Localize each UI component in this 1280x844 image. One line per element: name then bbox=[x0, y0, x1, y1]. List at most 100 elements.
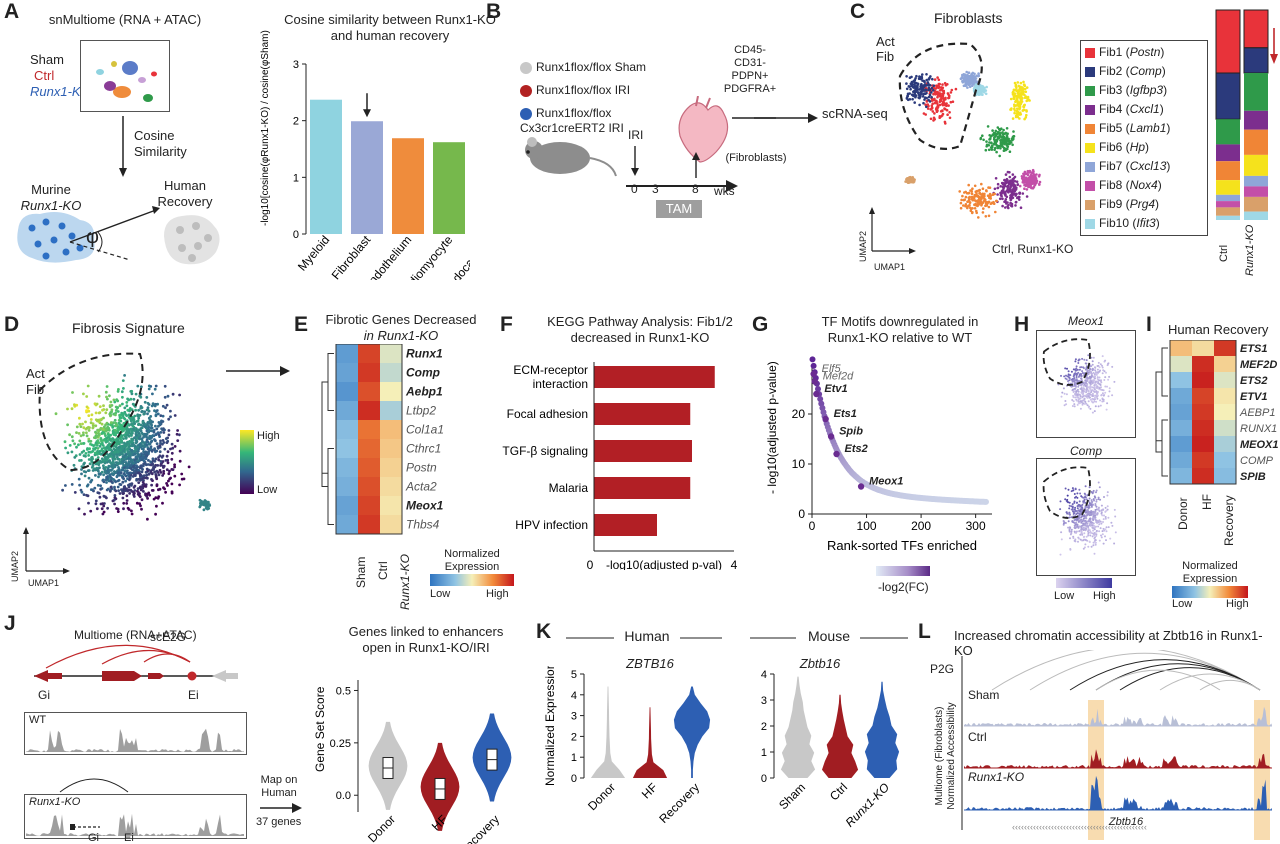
umap-point bbox=[100, 422, 104, 426]
umap-point bbox=[915, 88, 919, 92]
umap-point bbox=[125, 401, 129, 404]
umap-point bbox=[85, 409, 88, 413]
x-tick-label: Donor bbox=[365, 812, 398, 844]
gene-label: SPIB bbox=[1240, 471, 1266, 483]
umap-point bbox=[99, 437, 103, 441]
umap-point bbox=[149, 445, 153, 449]
umap-point bbox=[920, 87, 923, 91]
umap-point bbox=[111, 499, 115, 503]
ko-peaks bbox=[26, 813, 244, 836]
marker: CD45- bbox=[734, 44, 766, 56]
legend-label: Fib4 (Cxcl1) bbox=[1099, 102, 1164, 116]
umap-point bbox=[1006, 185, 1010, 189]
umap-point bbox=[1084, 401, 1087, 403]
umap-point bbox=[1076, 523, 1079, 526]
umap-point bbox=[1094, 539, 1097, 542]
umap-point bbox=[115, 455, 119, 459]
umap-point bbox=[125, 462, 128, 466]
umap-point bbox=[85, 434, 89, 438]
umap-point bbox=[950, 88, 954, 92]
umap-point bbox=[994, 129, 998, 133]
umap-point bbox=[948, 111, 951, 114]
umap-point bbox=[1012, 183, 1016, 186]
umap-point bbox=[1099, 498, 1102, 501]
umap-point bbox=[82, 392, 85, 396]
umap-point bbox=[1082, 529, 1085, 531]
umap-point bbox=[1072, 510, 1075, 513]
umap-point bbox=[1071, 503, 1074, 506]
umap-point bbox=[155, 432, 158, 436]
umap-point bbox=[96, 483, 100, 487]
umap-point bbox=[979, 137, 982, 141]
umap-point bbox=[112, 478, 115, 481]
umap-point bbox=[128, 407, 132, 410]
umap-point bbox=[141, 420, 145, 424]
umap-point bbox=[96, 468, 99, 472]
umap-point bbox=[98, 460, 102, 464]
umap-point bbox=[1081, 506, 1084, 509]
umap-point bbox=[1078, 520, 1081, 523]
gene-label: MEOX1 bbox=[1240, 439, 1279, 451]
umap-point bbox=[1035, 173, 1038, 176]
umap-point bbox=[933, 118, 936, 121]
umap-point bbox=[93, 467, 96, 471]
legend-swatch bbox=[1085, 180, 1095, 191]
tf-label: Mef2d bbox=[823, 371, 854, 383]
umap-point bbox=[178, 433, 181, 437]
umap-point bbox=[971, 84, 974, 87]
umap-point bbox=[77, 477, 81, 481]
act-fib-label-c: Act Fib bbox=[876, 34, 895, 64]
umap-point bbox=[1077, 402, 1080, 404]
stack-segment bbox=[1215, 9, 1241, 74]
act-fib-outline bbox=[1042, 338, 1091, 386]
umap-point bbox=[1009, 196, 1012, 200]
umap-point bbox=[1079, 395, 1082, 398]
umap-point bbox=[910, 93, 914, 96]
umap-point bbox=[75, 431, 78, 434]
umap-point bbox=[976, 194, 980, 198]
umap-point bbox=[1092, 489, 1095, 492]
umap-point bbox=[178, 393, 182, 397]
umap-point bbox=[105, 458, 109, 462]
legend-gene: Comp bbox=[1129, 64, 1162, 78]
umap-point bbox=[154, 512, 157, 516]
bar-1 bbox=[594, 403, 691, 425]
umap-point bbox=[133, 447, 137, 450]
umap-point bbox=[1060, 531, 1063, 534]
umap-point bbox=[118, 453, 121, 457]
umap-point bbox=[163, 384, 167, 388]
umap-point bbox=[129, 397, 133, 401]
umap-point bbox=[54, 412, 58, 416]
umap-point bbox=[1074, 396, 1077, 399]
umap-point bbox=[66, 423, 69, 427]
umap-point bbox=[187, 465, 191, 469]
umap-point bbox=[1072, 489, 1075, 492]
umap-point bbox=[112, 472, 116, 476]
umap-point bbox=[930, 96, 933, 99]
umap-point bbox=[175, 432, 179, 436]
umap-point bbox=[117, 467, 121, 471]
umap-point bbox=[966, 200, 969, 203]
umap-point bbox=[1005, 143, 1009, 147]
umap-point bbox=[1098, 509, 1101, 512]
umap-point bbox=[999, 142, 1003, 145]
umap-point bbox=[173, 463, 177, 467]
umap-point bbox=[1022, 175, 1025, 179]
umap-point bbox=[1085, 527, 1087, 530]
umap-point bbox=[1080, 495, 1083, 498]
umap-point bbox=[925, 73, 928, 76]
h-colorbar bbox=[1056, 578, 1112, 588]
umap-point bbox=[1104, 391, 1107, 394]
umap-point bbox=[155, 469, 159, 473]
umap-point bbox=[97, 428, 100, 432]
tf-point bbox=[983, 498, 989, 505]
umap-point bbox=[1082, 496, 1085, 499]
umap-point bbox=[906, 179, 909, 183]
heat-cell bbox=[380, 515, 402, 534]
umap-point bbox=[138, 474, 142, 477]
umap-point bbox=[148, 421, 151, 425]
umap-point bbox=[81, 422, 84, 426]
umap-point bbox=[906, 94, 909, 98]
umap-point bbox=[969, 81, 973, 85]
umap-point bbox=[1082, 395, 1085, 398]
